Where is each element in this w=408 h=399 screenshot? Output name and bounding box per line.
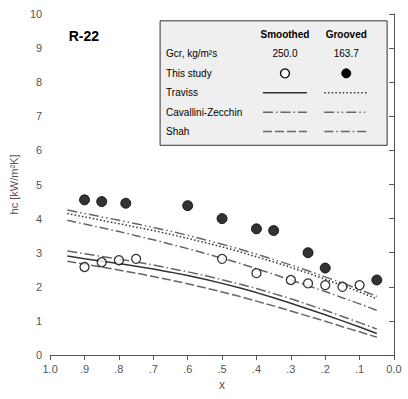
svg-text:1.0: 1.0 (42, 363, 57, 375)
svg-text:.1: .1 (355, 363, 364, 375)
svg-text:Gcr, kg/m²s: Gcr, kg/m²s (166, 48, 217, 59)
svg-text:hc [kW/m²K]: hc [kW/m²K] (8, 155, 20, 215)
svg-text:Grooved: Grooved (326, 29, 367, 40)
svg-text:3: 3 (36, 247, 42, 259)
svg-text:8: 8 (36, 76, 42, 88)
svg-text:10: 10 (30, 8, 42, 20)
svg-text:.7: .7 (149, 363, 158, 375)
svg-text:4: 4 (36, 213, 42, 225)
svg-text:.6: .6 (183, 363, 192, 375)
svg-text:.3: .3 (286, 363, 295, 375)
svg-text:x: x (219, 378, 225, 392)
svg-text:Traviss: Traviss (166, 87, 198, 98)
svg-text:R-22: R-22 (69, 28, 100, 44)
svg-text:5: 5 (36, 179, 42, 191)
svg-text:Smoothed: Smoothed (261, 29, 310, 40)
svg-text:Cavallini-Zecchin: Cavallini-Zecchin (166, 107, 242, 118)
svg-text:Shah: Shah (166, 126, 189, 137)
svg-text:7: 7 (36, 110, 42, 122)
svg-text:.8: .8 (114, 363, 123, 375)
svg-text:.9: .9 (80, 363, 89, 375)
svg-text:250.0: 250.0 (272, 48, 297, 59)
svg-text:.2: .2 (321, 363, 330, 375)
svg-text:This study: This study (166, 68, 212, 79)
svg-text:.4: .4 (252, 363, 261, 375)
svg-text:6: 6 (36, 144, 42, 156)
svg-text:2: 2 (36, 281, 42, 293)
svg-text:9: 9 (36, 42, 42, 54)
svg-text:163.7: 163.7 (334, 48, 359, 59)
svg-text:.5: .5 (217, 363, 226, 375)
svg-text:0.0: 0.0 (386, 363, 401, 375)
svg-text:0: 0 (36, 349, 42, 361)
svg-text:1: 1 (36, 315, 42, 327)
